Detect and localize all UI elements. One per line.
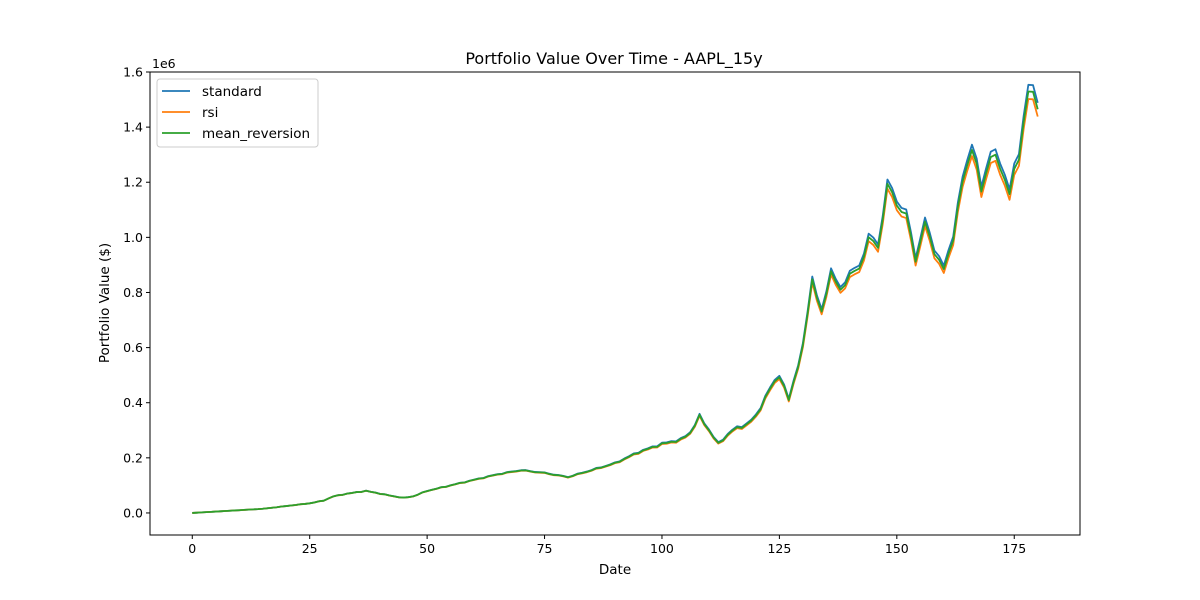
y-tick-label: 0.0 [123, 505, 143, 520]
y-axis-ticks: 0.0 0.2 0.4 0.6 0.8 1.0 1.2 1.4 1.6 [123, 65, 150, 520]
x-tick-label: 100 [650, 541, 674, 556]
axes-frame [149, 71, 1081, 536]
y-axis-label: Portfolio Value ($) [97, 243, 113, 363]
x-tick-label: 25 [302, 541, 318, 556]
y-tick-label: 1.6 [123, 65, 143, 80]
y-tick-label: 1.2 [123, 175, 143, 190]
x-axis-label: Date [599, 562, 631, 578]
x-tick-label: 50 [419, 541, 435, 556]
legend-label-rsi: rsi [202, 105, 218, 121]
series-line-mean-reversion [192, 90, 1039, 514]
legend-label-standard: standard [202, 84, 262, 100]
y-tick-label: 1.0 [123, 230, 143, 245]
legend: standard rsi mean_reversion [156, 78, 319, 148]
legend-label-mean-reversion: mean_reversion [202, 126, 310, 142]
legend-box [156, 78, 319, 148]
chart-title: Portfolio Value Over Time - AAPL_15y [465, 49, 762, 69]
plot-area [149, 71, 1081, 536]
y-tick-label: 0.4 [123, 395, 143, 410]
series-lines [192, 83, 1039, 514]
x-tick-label: 0 [188, 541, 196, 556]
x-tick-label: 175 [1002, 541, 1026, 556]
x-tick-label: 125 [767, 541, 791, 556]
x-axis-ticks: 0 25 50 75 100 125 150 175 [188, 535, 1026, 556]
y-tick-label: 0.8 [123, 285, 143, 300]
y-scale-label: 1e6 [152, 56, 176, 71]
y-tick-label: 0.2 [123, 450, 143, 465]
x-tick-label: 150 [885, 541, 909, 556]
x-tick-label: 75 [537, 541, 553, 556]
y-tick-label: 1.4 [123, 120, 143, 135]
y-tick-label: 0.6 [123, 340, 143, 355]
